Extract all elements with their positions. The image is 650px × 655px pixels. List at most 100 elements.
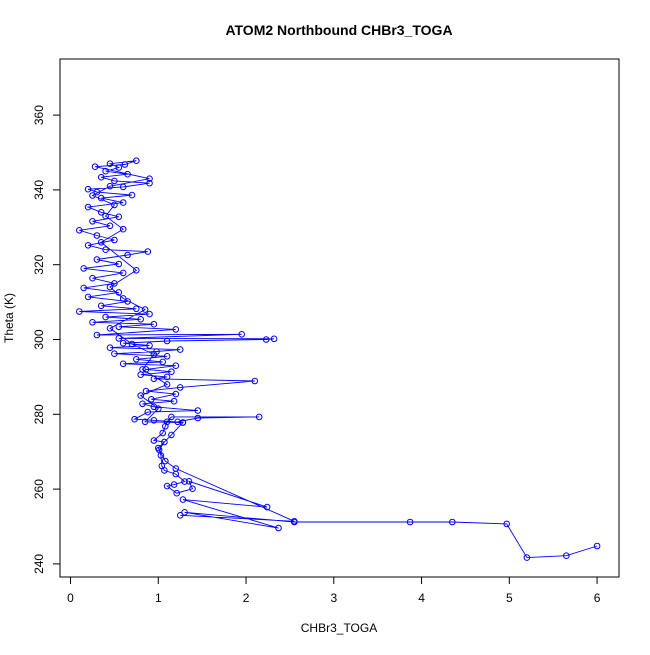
data-point (119, 183, 127, 191)
data-point (111, 280, 118, 287)
data-point (121, 161, 129, 168)
data-point (189, 485, 196, 493)
data-point (80, 265, 87, 272)
data-point (139, 400, 146, 408)
data-point (115, 335, 123, 342)
data-point (176, 384, 184, 391)
data-point (150, 320, 158, 328)
data-point (80, 284, 87, 292)
data-point (115, 289, 123, 296)
data-point (406, 518, 414, 526)
data-point (97, 302, 105, 310)
data-point (106, 344, 114, 352)
data-point (119, 225, 127, 233)
data-point (146, 179, 153, 187)
data-point (163, 381, 171, 388)
data-point (161, 438, 168, 446)
x-axis-label: CHBr3_TOGA (301, 621, 377, 635)
data-point (150, 375, 158, 383)
data-point (176, 346, 184, 353)
data-point (146, 175, 153, 182)
data-point (97, 209, 105, 216)
data-point (291, 518, 298, 525)
data-point (133, 157, 140, 164)
data-point (181, 509, 188, 516)
series-layer (76, 157, 601, 561)
data-point (84, 203, 92, 211)
data-point (263, 503, 271, 511)
data-point (89, 218, 96, 225)
data-point (102, 212, 109, 220)
data-point (97, 173, 105, 181)
data-point (119, 199, 127, 206)
data-point (119, 269, 127, 277)
y-tick-label: 260 (32, 479, 46, 499)
chart-title: ATOM2 Northbound CHBr3_TOGA (225, 22, 452, 38)
data-point (128, 340, 136, 348)
data-point (255, 413, 263, 421)
data-point (170, 397, 178, 405)
y-tick-label: 340 (32, 180, 46, 200)
data-point (106, 222, 114, 230)
data-point (97, 239, 105, 246)
data-point (238, 331, 245, 338)
data-point (270, 335, 278, 343)
data-point (102, 313, 109, 321)
data-point (150, 351, 158, 358)
data-point (124, 170, 131, 178)
data-point (131, 415, 138, 423)
data-point (168, 413, 175, 421)
data-point (89, 192, 96, 199)
data-point (139, 366, 146, 373)
x-tick-label: 0 (67, 591, 74, 605)
y-axis-label: Theta (K) (2, 293, 16, 343)
data-point (449, 518, 456, 526)
data-point (172, 390, 180, 398)
x-tick-label: 3 (330, 591, 337, 605)
x-tick-label: 2 (243, 591, 250, 605)
data-point (185, 478, 193, 485)
data-point (155, 405, 162, 413)
data-point (124, 251, 131, 259)
y-tick-label: 320 (32, 254, 46, 274)
data-point (111, 236, 118, 244)
data-point (194, 407, 202, 414)
data-point (102, 246, 109, 253)
data-point (170, 481, 178, 488)
y-tick-label: 240 (32, 554, 46, 574)
data-point (163, 373, 171, 381)
data-point (148, 396, 155, 403)
data-point (155, 444, 162, 452)
data-point (93, 188, 101, 196)
y-tick-label: 280 (32, 404, 46, 424)
x-tick-label: 5 (506, 591, 513, 605)
data-point (194, 414, 202, 422)
data-point (262, 336, 270, 343)
x-tick-label: 6 (594, 591, 601, 605)
data-point (119, 339, 127, 347)
data-point (181, 478, 188, 485)
data-point (142, 387, 150, 395)
data-point (179, 496, 187, 503)
data-point (119, 360, 127, 368)
data-point (179, 419, 187, 426)
data-point (137, 316, 144, 323)
data-point (89, 274, 96, 282)
data-point (141, 418, 149, 426)
data-point (176, 512, 184, 519)
data-point (106, 283, 114, 291)
data-point (144, 248, 152, 255)
data-point (106, 182, 114, 190)
data-point (133, 356, 140, 363)
data-point (93, 232, 101, 239)
data-point (162, 457, 169, 465)
x-tick-label: 4 (418, 591, 425, 605)
data-point (163, 337, 171, 345)
data-point (133, 267, 140, 274)
data-point (563, 552, 570, 560)
y-tick-label: 360 (32, 105, 46, 125)
data-point (106, 325, 114, 332)
data-point (168, 368, 175, 376)
